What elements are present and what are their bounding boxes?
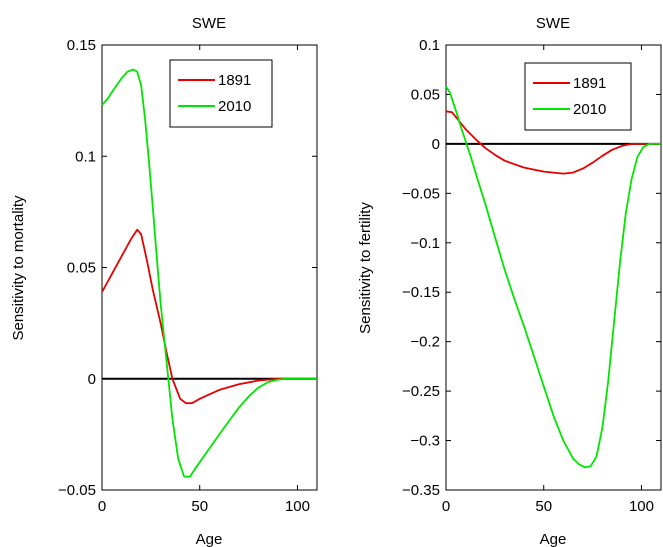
legend-label-1891: 1891 [573, 75, 606, 92]
y-tick-label: −0.3 [410, 433, 440, 450]
y-tick-label: 0.15 [67, 37, 96, 54]
legend: 1891 2010 [169, 59, 273, 128]
mortality-panel: SWE Sensitivity to mortality Age 0 50 100 −… [10, 15, 318, 547]
legend: 1891 2010 [524, 62, 632, 131]
y-axis-title: Sensitivity to mortality [10, 195, 27, 341]
x-tick-label: 0 [442, 498, 450, 515]
x-axis-title: Age [540, 531, 567, 547]
y-tick-label: 0.1 [419, 37, 440, 54]
y-axis-title: Sensitivity to fertility [357, 202, 374, 334]
y-tick-label: −0.05 [402, 185, 440, 202]
y-tick-label: 0.1 [75, 148, 96, 165]
legend-box [169, 59, 273, 128]
y-tick-label: −0.05 [58, 482, 96, 499]
legend-box [524, 62, 632, 131]
x-tick-label: 50 [191, 498, 208, 515]
panel-title: SWE [192, 15, 226, 32]
x-tick-label: 0 [98, 498, 106, 515]
plot-frame [445, 44, 662, 491]
y-tick-label: −0.25 [402, 383, 440, 400]
y-tick-label: −0.15 [402, 284, 440, 301]
y-tick-label: −0.1 [410, 235, 440, 252]
legend-label-2010: 2010 [573, 101, 606, 118]
series-line-2010 [101, 68, 317, 478]
y-tick-label: 0.05 [67, 260, 96, 277]
x-tick-label: 100 [285, 498, 310, 515]
series-line-1891 [101, 228, 317, 405]
x-tick-label: 50 [535, 498, 552, 515]
series-line-2010 [445, 86, 661, 469]
legend-label-1891: 1891 [218, 72, 251, 89]
legend-label-2010: 2010 [218, 98, 251, 115]
fertility-panel: SWE Sensitivity to fertility Age 0 50 100 −… [357, 15, 662, 547]
panel-title: SWE [536, 15, 570, 32]
y-tick-label: −0.2 [410, 334, 440, 351]
y-tick-label: −0.35 [402, 482, 440, 499]
y-tick-label: 0 [88, 371, 96, 388]
x-tick-label: 100 [629, 498, 654, 515]
series-line-1891 [445, 110, 661, 175]
y-tick-label: 0.05 [411, 86, 440, 103]
x-axis-title: Age [196, 531, 223, 547]
y-tick-label: 0 [432, 136, 440, 153]
